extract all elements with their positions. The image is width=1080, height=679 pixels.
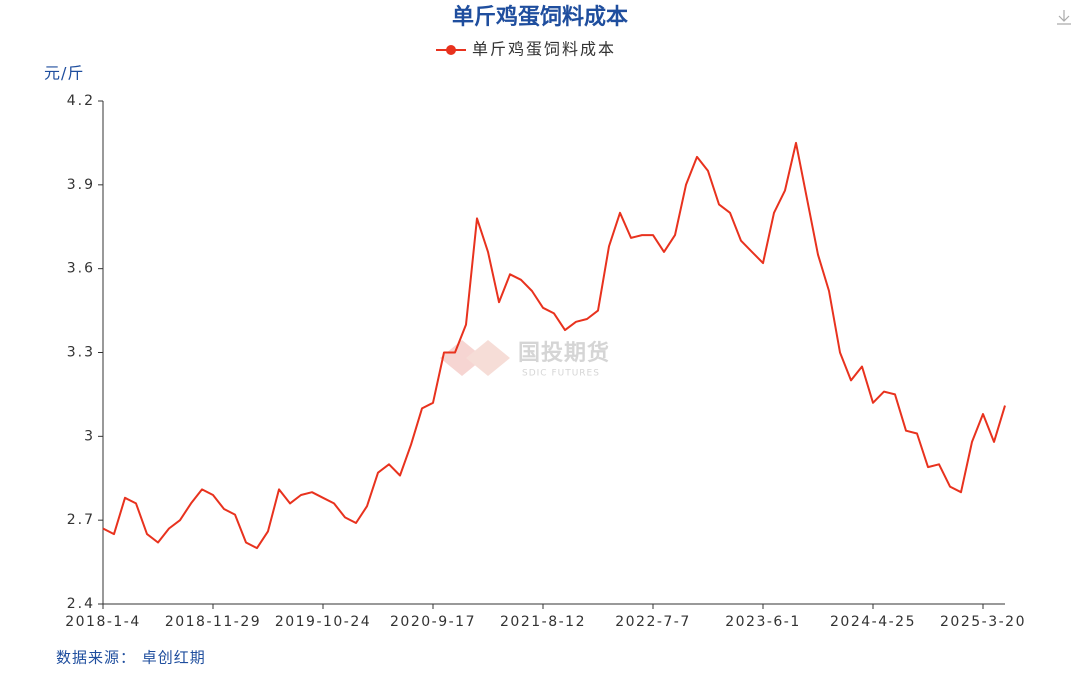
series-line: [102, 141, 1006, 550]
y-tick-label: 4.2: [67, 93, 95, 109]
y-tick-label: 2.4: [67, 596, 95, 612]
y-tick-label: 3: [84, 428, 95, 444]
x-tick-label: 2024-4-25: [830, 614, 916, 630]
y-tick-label: 3.9: [67, 177, 95, 193]
x-tick-label: 2019-10-24: [275, 614, 371, 630]
x-tick-label: 2021-8-12: [500, 614, 586, 630]
y-tick-label: 3.6: [67, 261, 95, 277]
y-tick-label: 3.3: [67, 345, 95, 361]
x-tick-label: 2018-11-29: [165, 614, 261, 630]
x-tick-label: 2022-7-7: [615, 614, 691, 630]
legend-label[interactable]: 单斤鸡蛋饲料成本: [472, 40, 616, 59]
chart-title: 单斤鸡蛋饲料成本: [452, 4, 628, 30]
x-tick-label: 2023-6-1: [725, 614, 801, 630]
watermark-cn: 国投期货: [518, 340, 610, 366]
watermark-en: SDIC FUTURES: [522, 369, 600, 379]
x-tick-label: 2020-9-17: [390, 614, 476, 630]
download-icon[interactable]: [1057, 10, 1071, 25]
x-tick-label: 2018-1-4: [65, 614, 141, 630]
y-unit: 元/斤: [44, 64, 84, 83]
watermark: 国投期货 SDIC FUTURES: [440, 340, 610, 379]
source: 数据来源： 卓创红期: [56, 649, 206, 667]
y-tick-label: 2.7: [67, 512, 95, 528]
legend-dot: [446, 45, 456, 55]
x-tick-label: 2025-3-20: [940, 614, 1026, 630]
